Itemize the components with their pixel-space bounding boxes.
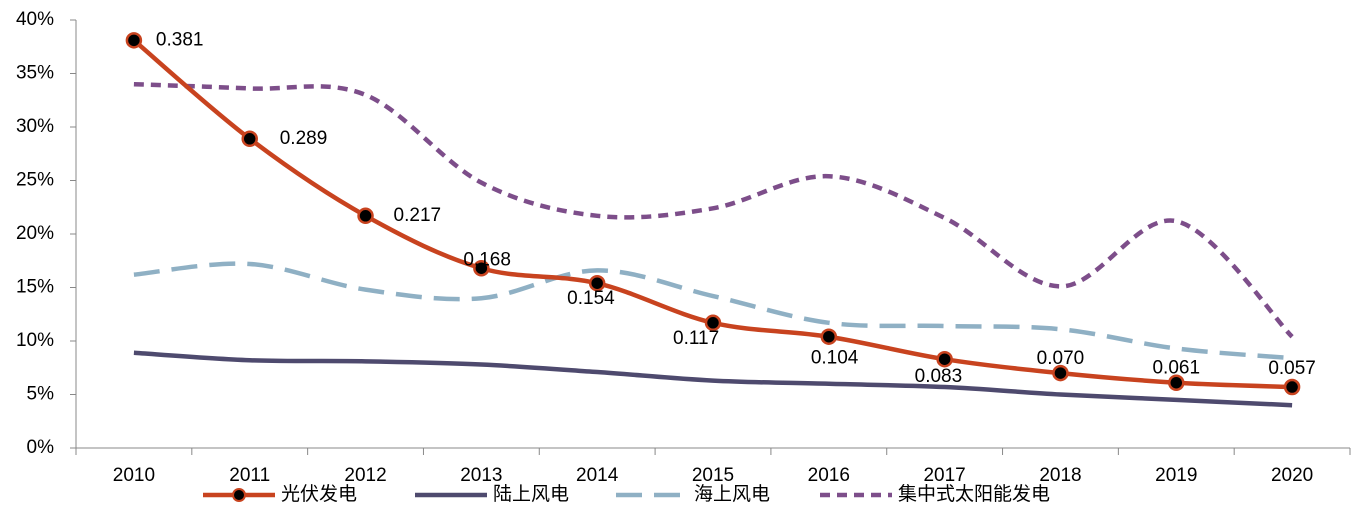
x-tick-label: 2017 <box>923 465 965 486</box>
y-tick-label: 25% <box>16 170 54 191</box>
data-label: 0.154 <box>567 288 615 309</box>
point-marker <box>473 259 490 277</box>
point-marker <box>588 274 606 292</box>
x-tick-label: 2012 <box>344 465 386 486</box>
data-label: 0.057 <box>1268 358 1316 379</box>
data-label: 0.381 <box>156 29 204 50</box>
point-marker <box>704 314 722 332</box>
series-line <box>132 38 1293 390</box>
point-marker <box>125 32 143 49</box>
point-marker <box>1168 374 1185 391</box>
x-tick-label: 2018 <box>1039 465 1081 486</box>
point-marker <box>357 207 374 225</box>
data-label: 0.217 <box>394 205 442 226</box>
data-label: 0.070 <box>1037 348 1085 369</box>
y-tick-label: 40% <box>16 9 54 30</box>
x-tick-label: 2013 <box>460 465 502 486</box>
series-line <box>133 261 1293 361</box>
y-tick-label: 15% <box>16 277 54 298</box>
data-label: 0.061 <box>1152 358 1200 379</box>
data-label: 0.289 <box>280 128 328 149</box>
legend-label: 集中式太阳能发电 <box>898 483 1050 505</box>
x-tick-label: 2016 <box>808 465 850 486</box>
legend-label: 海上风电 <box>694 483 770 505</box>
point-marker <box>1052 364 1069 382</box>
legend-label: 光伏发电 <box>281 483 357 505</box>
series-line <box>133 81 1294 339</box>
y-tick-label: 35% <box>16 63 54 84</box>
data-label: 0.117 <box>673 328 719 349</box>
data-label: 0.104 <box>811 348 859 369</box>
legend-marker <box>232 488 246 502</box>
x-tick-label: 2014 <box>576 465 619 486</box>
data-label: 0.083 <box>915 366 963 387</box>
y-tick-label: 10% <box>16 330 54 351</box>
point-marker <box>820 328 838 345</box>
point-marker <box>241 130 258 148</box>
x-tick-label: 2019 <box>1155 465 1197 486</box>
data-label: 0.168 <box>463 249 511 270</box>
x-tick-label: 2010 <box>113 465 155 486</box>
x-tick-label: 2011 <box>229 465 270 486</box>
legend-label: 陆上风电 <box>493 483 569 505</box>
x-tick-label: 2015 <box>692 465 734 486</box>
y-tick-label: 0% <box>27 437 55 458</box>
y-tick-label: 30% <box>16 116 54 137</box>
point-marker <box>936 350 953 368</box>
y-tick-label: 20% <box>16 223 54 244</box>
y-tick-label: 5% <box>27 384 55 405</box>
point-marker <box>1283 378 1301 396</box>
series-line <box>133 350 1293 408</box>
x-tick-label: 2020 <box>1271 465 1313 486</box>
